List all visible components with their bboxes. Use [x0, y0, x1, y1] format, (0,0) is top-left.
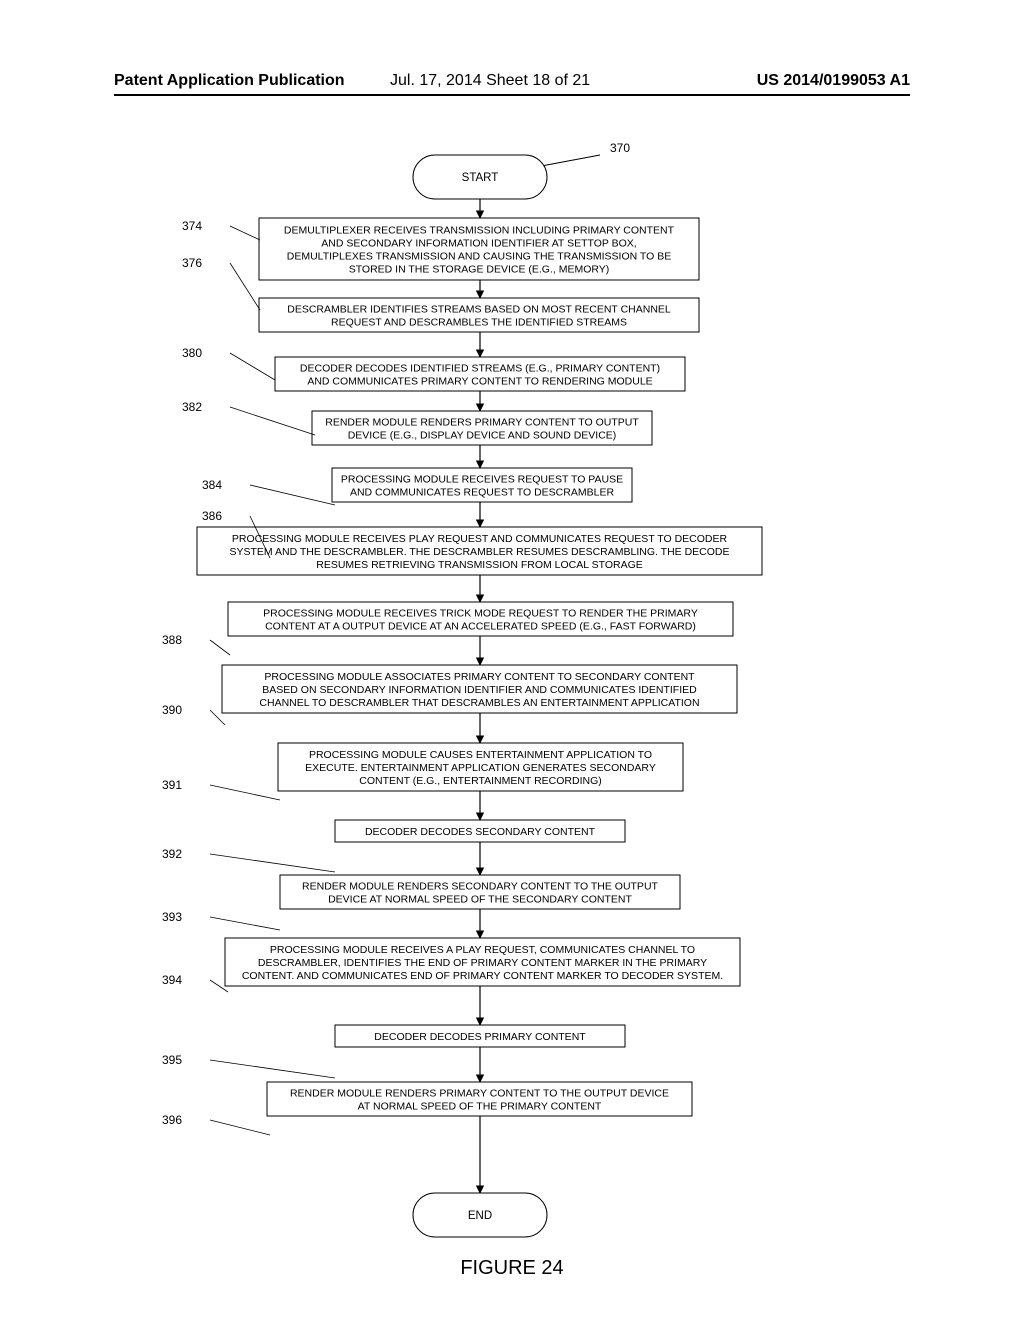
svg-text:AND SECONDARY INFORMATION IDEN: AND SECONDARY INFORMATION IDENTIFIER AT …	[321, 238, 636, 250]
svg-text:PROCESSING MODULE RECEIVES PLA: PROCESSING MODULE RECEIVES PLAY REQUEST …	[232, 533, 728, 545]
svg-text:382: 382	[182, 400, 202, 414]
svg-text:395: 395	[162, 1053, 182, 1067]
svg-text:CHANNEL TO DESCRAMBLER THAT DE: CHANNEL TO DESCRAMBLER THAT DESCRAMBLES …	[259, 697, 699, 709]
svg-text:DESCRAMBLER, IDENTIFIES THE EN: DESCRAMBLER, IDENTIFIES THE END OF PRIMA…	[258, 957, 707, 969]
svg-text:DESCRAMBLER IDENTIFIES STREAMS: DESCRAMBLER IDENTIFIES STREAMS BASED ON …	[287, 304, 671, 316]
svg-text:DEMULTIPLEXER RECEIVES TRANSMI: DEMULTIPLEXER RECEIVES TRANSMISSION INCL…	[284, 225, 675, 237]
svg-text:START: START	[462, 172, 499, 184]
svg-text:DECODER DECODES PRIMARY CONTEN: DECODER DECODES PRIMARY CONTENT	[374, 1031, 586, 1043]
svg-text:CONTENT. AND COMMUNICATES END: CONTENT. AND COMMUNICATES END OF PRIMARY…	[242, 970, 723, 982]
svg-text:PROCESSING MODULE RECEIVES REQ: PROCESSING MODULE RECEIVES REQUEST TO PA…	[341, 474, 623, 486]
svg-text:AT NORMAL SPEED OF THE PRIMARY: AT NORMAL SPEED OF THE PRIMARY CONTENT	[358, 1101, 602, 1113]
svg-text:384: 384	[202, 478, 222, 492]
svg-text:380: 380	[182, 346, 202, 360]
svg-text:393: 393	[162, 910, 182, 924]
svg-text:DEVICE (E.G., DISPLAY DEVICE A: DEVICE (E.G., DISPLAY DEVICE AND SOUND D…	[348, 430, 617, 442]
svg-text:370: 370	[610, 141, 630, 155]
svg-text:PROCESSING MODULE CAUSES ENTER: PROCESSING MODULE CAUSES ENTERTAINMENT A…	[309, 749, 652, 761]
svg-text:392: 392	[162, 847, 182, 861]
svg-text:CONTENT (E.G., ENTERTAINMENT R: CONTENT (E.G., ENTERTAINMENT RECORDING)	[359, 775, 601, 787]
page: Patent Application Publication Jul. 17, …	[0, 0, 1024, 1320]
svg-text:PROCESSING MODULE RECEIVES TRI: PROCESSING MODULE RECEIVES TRICK MODE RE…	[263, 608, 698, 620]
svg-text:RENDER MODULE RENDERS SECONDAR: RENDER MODULE RENDERS SECONDARY CONTENT …	[302, 881, 658, 893]
svg-text:AND COMMUNICATES PRIMARY CONTE: AND COMMUNICATES PRIMARY CONTENT TO REND…	[307, 376, 652, 388]
svg-text:PROCESSING MODULE RECEIVES A P: PROCESSING MODULE RECEIVES A PLAY REQUES…	[270, 944, 695, 956]
svg-text:REQUEST AND DESCRAMBLES THE ID: REQUEST AND DESCRAMBLES THE IDENTIFIED S…	[331, 317, 627, 329]
svg-text:388: 388	[162, 633, 182, 647]
svg-text:394: 394	[162, 973, 182, 987]
svg-text:BASED ON SECONDARY INFORMATION: BASED ON SECONDARY INFORMATION IDENTIFIE…	[262, 684, 697, 696]
svg-text:374: 374	[182, 219, 202, 233]
svg-text:DEMULTIPLEXES TRANSMISSION AND: DEMULTIPLEXES TRANSMISSION AND CAUSING T…	[287, 251, 672, 263]
svg-text:DECODER DECODES IDENTIFIED STR: DECODER DECODES IDENTIFIED STREAMS (E.G.…	[300, 363, 660, 375]
svg-text:AND COMMUNICATES REQUEST TO DE: AND COMMUNICATES REQUEST TO DESCRAMBLER	[350, 487, 615, 499]
svg-text:STORED IN THE STORAGE DEVICE (: STORED IN THE STORAGE DEVICE (E.G., MEMO…	[349, 264, 610, 276]
svg-text:RESUMES RETRIEVING TRANSMISSIO: RESUMES RETRIEVING TRANSMISSION FROM LOC…	[316, 559, 643, 571]
svg-text:DECODER DECODES SECONDARY CONT: DECODER DECODES SECONDARY CONTENT	[365, 826, 596, 838]
svg-text:EXECUTE. ENTERTAINMENT APPLICA: EXECUTE. ENTERTAINMENT APPLICATION GENER…	[305, 762, 656, 774]
svg-text:390: 390	[162, 703, 182, 717]
svg-text:RENDER MODULE RENDERS PRIMARY: RENDER MODULE RENDERS PRIMARY CONTENT TO…	[325, 417, 639, 429]
svg-text:391: 391	[162, 778, 182, 792]
flowchart: 370 START DEMULTIPLEXER RECEIVES TRANSMISS…	[0, 0, 1024, 1320]
svg-text:CONTENT AT A OUTPUT DEVICE AT: CONTENT AT A OUTPUT DEVICE AT AN ACCELER…	[265, 621, 696, 633]
svg-text:376: 376	[182, 256, 202, 270]
svg-text:SYSTEM AND THE DESCRAMBLER. TH: SYSTEM AND THE DESCRAMBLER. THE DESCRAMB…	[229, 546, 729, 558]
figure-label: FIGURE 24	[0, 1257, 1024, 1280]
svg-text:PROCESSING MODULE ASSOCIATES P: PROCESSING MODULE ASSOCIATES PRIMARY CON…	[264, 671, 695, 683]
svg-text:396: 396	[162, 1113, 182, 1127]
svg-text:RENDER MODULE RENDERS PRIMARY: RENDER MODULE RENDERS PRIMARY CONTENT TO…	[290, 1088, 669, 1100]
svg-text:DEVICE AT NORMAL SPEED OF THE: DEVICE AT NORMAL SPEED OF THE SECONDARY …	[328, 894, 632, 906]
svg-text:386: 386	[202, 509, 222, 523]
svg-text:END: END	[468, 1210, 492, 1222]
